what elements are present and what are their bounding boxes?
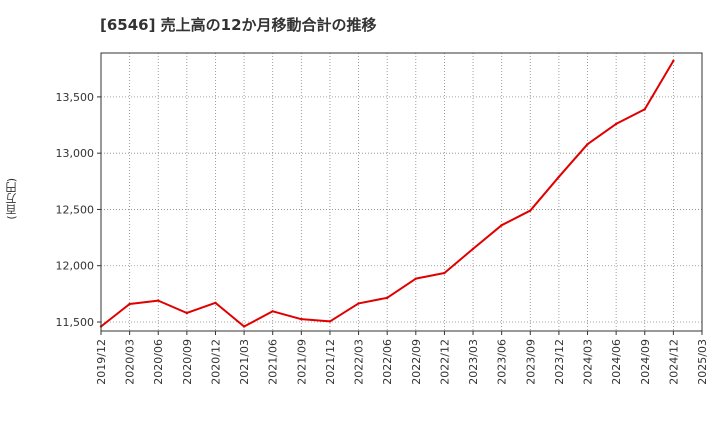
x-tick-label: 2023/06: [496, 339, 509, 385]
y-tick-label: 13,000: [56, 147, 95, 160]
data-point: [672, 59, 675, 63]
data-point: [414, 277, 418, 280]
data-point: [586, 142, 589, 146]
data-point: [242, 325, 246, 328]
data-point: [443, 271, 446, 275]
data-point: [357, 302, 360, 305]
y-tick-label: 13,500: [56, 91, 95, 104]
data-point: [214, 301, 217, 305]
x-tick-label: 2022/06: [381, 339, 394, 385]
data-point: [614, 122, 618, 126]
data-point: [500, 224, 503, 227]
x-tick-label: 2025/03: [696, 339, 709, 385]
x-tick-label: 2020/12: [209, 339, 222, 385]
x-tick-label: 2022/09: [410, 339, 423, 385]
x-tick-label: 2021/09: [295, 339, 308, 385]
y-tick-label: 11,500: [56, 316, 95, 329]
chart-title: [6546] 売上高の12か月移動合計の推移: [100, 16, 377, 34]
x-tick-label: 2024/12: [667, 339, 680, 385]
x-tick-label: 2019/12: [95, 339, 108, 385]
x-tick-label: 2022/03: [353, 339, 366, 385]
y-tick-label: 12,000: [56, 260, 95, 273]
x-axis-ticks: 2019/12 2020/03 2020/06 2020/09 2020/12 2021/…: [95, 331, 709, 385]
data-point: [328, 320, 332, 323]
x-tick-label: 2020/03: [124, 339, 137, 385]
data-point: [128, 302, 131, 306]
x-tick-label: 2024/03: [582, 339, 595, 385]
series-line: [100, 60, 675, 328]
data-point: [529, 209, 532, 212]
data-point: [385, 296, 389, 299]
x-tick-label: 2020/09: [181, 339, 194, 385]
y-tick-label: 12,500: [56, 203, 95, 216]
data-point: [157, 299, 160, 302]
x-tick-label: 2023/03: [467, 339, 480, 385]
x-tick-label: 2023/12: [553, 339, 566, 385]
data-point: [300, 317, 303, 321]
data-point: [557, 175, 561, 179]
x-tick-label: 2020/06: [152, 339, 165, 385]
x-tick-label: 2024/06: [610, 339, 623, 385]
x-tick-label: 2022/12: [438, 339, 451, 385]
plot-frame: [100, 52, 703, 332]
x-tick-label: 2021/12: [324, 339, 337, 385]
data-point: [271, 310, 274, 313]
grid-lines: [100, 53, 703, 331]
y-axis-ticks: 11,500 12,000 12,500 13,000 13,500: [56, 91, 101, 329]
x-tick-label: 2024/09: [639, 339, 652, 385]
x-tick-label: 2021/03: [238, 339, 251, 385]
data-point: [471, 247, 475, 251]
x-tick-label: 2023/09: [524, 339, 537, 385]
data-point: [643, 108, 646, 111]
data-point: [185, 311, 189, 315]
x-tick-label: 2021/06: [267, 339, 280, 385]
series-layer: [99, 59, 675, 328]
